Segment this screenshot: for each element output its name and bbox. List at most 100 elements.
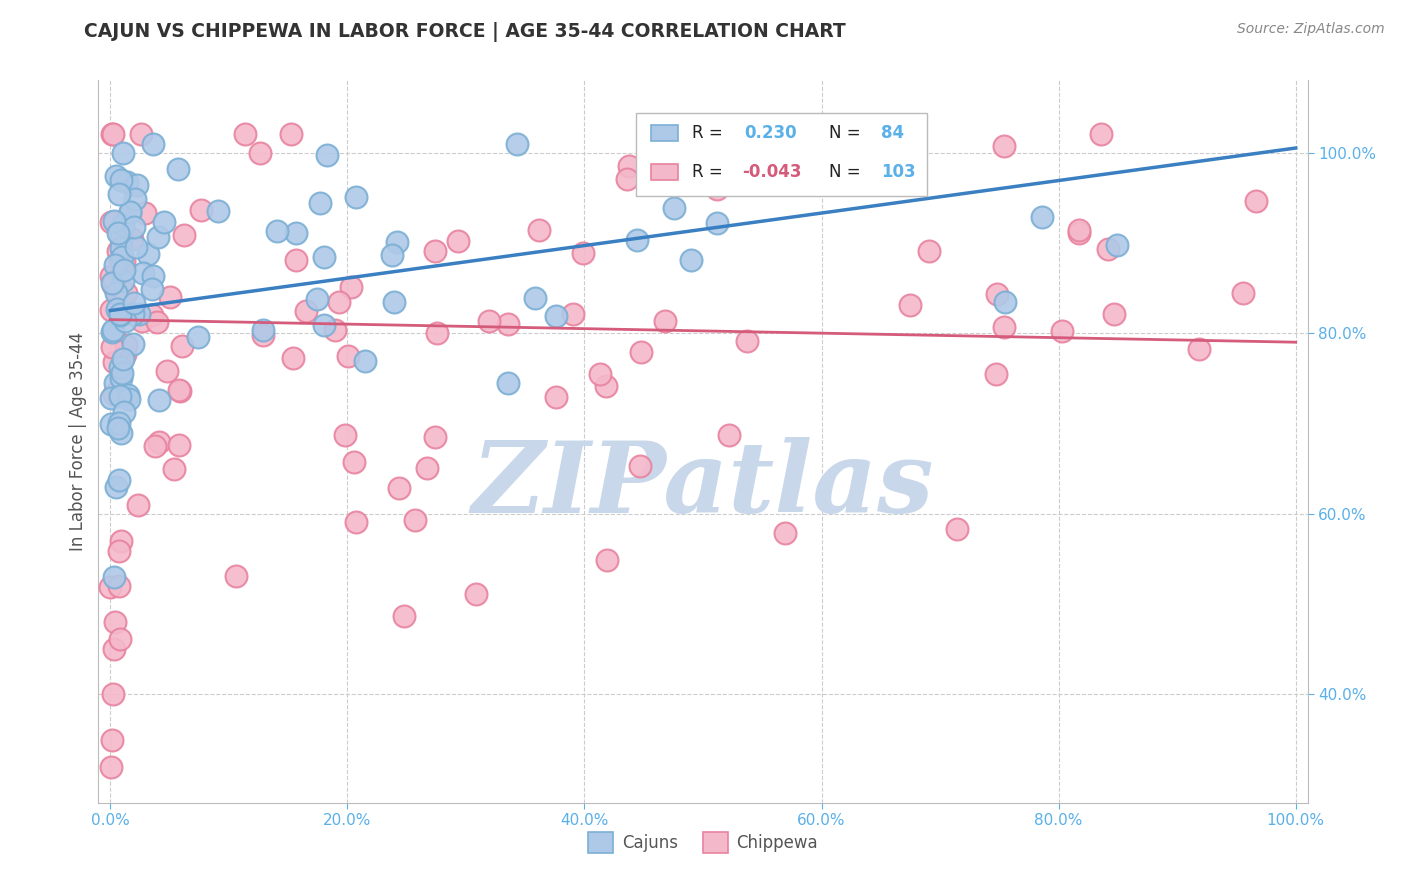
- Point: [918, 244, 941, 258]
- Point: [103, 277, 125, 292]
- Point: [103, 642, 125, 657]
- Point: [128, 307, 150, 321]
- Point: [1090, 128, 1112, 142]
- Point: [173, 228, 195, 243]
- Point: [1052, 324, 1074, 338]
- Point: [167, 162, 190, 177]
- Point: [108, 307, 131, 321]
- Point: [110, 173, 132, 187]
- Point: [100, 128, 122, 142]
- Point: [100, 269, 122, 284]
- Point: [122, 307, 145, 321]
- Point: [496, 317, 519, 331]
- Point: [735, 334, 758, 349]
- Point: [654, 314, 676, 328]
- Point: [630, 344, 652, 359]
- Point: [103, 213, 125, 227]
- Point: [117, 388, 139, 402]
- Point: [1097, 243, 1119, 257]
- Point: [146, 230, 169, 244]
- Point: [169, 383, 191, 397]
- Point: [112, 254, 135, 268]
- Point: [1069, 226, 1091, 240]
- Point: [589, 367, 612, 381]
- Text: 0.230: 0.230: [744, 124, 797, 142]
- Point: [994, 294, 1017, 309]
- Point: [312, 250, 335, 264]
- Point: [103, 258, 125, 272]
- Point: [388, 481, 411, 495]
- Point: [478, 314, 501, 328]
- Point: [159, 290, 181, 304]
- Point: [718, 428, 741, 442]
- Point: [284, 227, 307, 241]
- Point: [945, 522, 967, 536]
- Point: [103, 387, 125, 401]
- Point: [1069, 222, 1091, 236]
- Point: [162, 461, 184, 475]
- Point: [616, 172, 638, 186]
- Point: [343, 455, 366, 469]
- Point: [266, 224, 288, 238]
- Point: [148, 434, 170, 449]
- Point: [1031, 210, 1053, 224]
- Point: [101, 732, 124, 747]
- Point: [142, 269, 165, 284]
- Point: [344, 190, 367, 204]
- Point: [107, 579, 129, 593]
- FancyBboxPatch shape: [651, 164, 678, 180]
- Point: [233, 128, 256, 142]
- Point: [423, 244, 446, 258]
- Text: ZIPatlas: ZIPatlas: [472, 437, 934, 533]
- Point: [316, 147, 339, 161]
- Point: [561, 307, 583, 321]
- Point: [207, 204, 229, 219]
- Point: [110, 533, 132, 548]
- Point: [111, 366, 134, 380]
- Point: [284, 252, 307, 267]
- Point: [108, 252, 131, 266]
- Text: R =: R =: [692, 124, 728, 142]
- Point: [141, 283, 163, 297]
- Point: [104, 615, 127, 630]
- Point: [108, 308, 131, 322]
- Point: [993, 139, 1015, 153]
- Point: [118, 392, 141, 406]
- Point: [1188, 342, 1211, 356]
- Point: [112, 405, 135, 419]
- Point: [127, 498, 149, 512]
- Point: [595, 378, 617, 392]
- Point: [107, 421, 129, 435]
- Point: [249, 145, 271, 160]
- Point: [426, 326, 449, 340]
- Point: [115, 338, 138, 352]
- Point: [103, 274, 125, 288]
- Point: [225, 568, 247, 582]
- Point: [986, 287, 1008, 301]
- Point: [100, 276, 122, 290]
- Point: [138, 247, 160, 261]
- Point: [101, 323, 124, 337]
- Point: [280, 128, 302, 142]
- Point: [628, 459, 651, 474]
- Point: [506, 136, 529, 151]
- Point: [121, 232, 143, 246]
- Point: [111, 251, 134, 265]
- Point: [172, 339, 194, 353]
- Point: [105, 286, 128, 301]
- Point: [108, 389, 131, 403]
- Point: [112, 275, 135, 289]
- Point: [107, 543, 129, 558]
- Point: [307, 293, 329, 307]
- Point: [107, 244, 129, 259]
- Point: [100, 215, 122, 229]
- Text: 84: 84: [880, 124, 904, 142]
- Point: [110, 230, 132, 244]
- Point: [120, 205, 142, 219]
- Point: [125, 239, 148, 253]
- Point: [156, 364, 179, 378]
- Point: [124, 220, 146, 235]
- Point: [115, 175, 138, 189]
- Text: N =: N =: [828, 124, 866, 142]
- Point: [993, 319, 1015, 334]
